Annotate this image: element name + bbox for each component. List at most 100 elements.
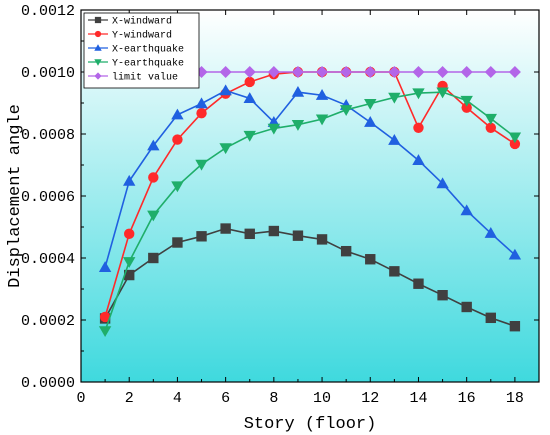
y-axis-title: Displacement angle (6, 104, 25, 288)
data-point-x-earthquake (436, 177, 449, 189)
data-point-limit-value (484, 66, 497, 78)
data-point-x-earthquake (171, 108, 184, 120)
data-point-limit-value (436, 66, 449, 78)
x-tick-label: 14 (409, 390, 427, 407)
y-tick-label: 0.0010 (21, 65, 75, 82)
data-point-y-earthquake (147, 210, 160, 222)
data-point-y-earthquake (315, 114, 329, 126)
legend-label-limit-value: limit value (112, 72, 178, 84)
y-tick-label: 0.0004 (21, 251, 75, 268)
legend-marker-y-windward (94, 30, 102, 38)
x-tick-label: 8 (269, 390, 278, 407)
legend-label-x-windward: X-windward (112, 16, 172, 28)
legend: X-windward Y-windward X-earthquake Y-earthq… (83, 12, 200, 89)
data-point-x-earthquake (315, 89, 329, 100)
data-point-limit-value (388, 66, 401, 78)
y-tick-label: 0.0012 (21, 3, 75, 20)
data-point-y-earthquake (243, 130, 256, 142)
data-point-y-windward (148, 172, 159, 183)
data-point-y-earthquake (484, 113, 497, 125)
data-point-x-earthquake (98, 261, 112, 272)
data-point-x-earthquake (147, 139, 160, 151)
data-point-y-earthquake (195, 159, 208, 171)
data-point-limit-value (291, 66, 304, 78)
data-point-y-earthquake (219, 143, 232, 155)
data-point-limit-value (219, 66, 232, 78)
data-point-y-windward (413, 122, 424, 133)
data-point-y-earthquake (171, 181, 184, 193)
data-point-limit-value (412, 66, 425, 78)
legend-label-y-windward: Y-windward (112, 30, 172, 42)
data-point-y-windward (485, 122, 496, 133)
data-point-y-earthquake (412, 88, 425, 100)
data-point-y-earthquake (98, 326, 112, 338)
data-point-y-windward (461, 102, 472, 113)
data-point-x-windward (509, 321, 521, 332)
x-tick-label: 6 (221, 390, 230, 407)
data-point-x-windward (292, 230, 304, 241)
data-point-y-windward (244, 76, 255, 88)
x-tick-label: 18 (506, 390, 524, 407)
data-point-x-windward (485, 312, 496, 324)
data-point-x-earthquake (243, 92, 256, 103)
data-point-y-windward (509, 138, 521, 150)
x-tick-label: 2 (125, 390, 134, 407)
x-tick-label: 0 (76, 390, 85, 407)
x-tick-label: 10 (313, 390, 331, 407)
y-tick-label: 0.0008 (21, 127, 75, 144)
data-point-x-windward (244, 228, 255, 240)
data-point-x-windward (124, 269, 135, 281)
series-y-earthquake (98, 87, 522, 338)
data-point-y-earthquake (508, 132, 522, 144)
data-point-x-earthquake (460, 204, 473, 216)
data-point-y-earthquake (364, 98, 377, 110)
legend-marker-y-earthquake (94, 59, 102, 66)
data-point-x-windward (316, 234, 328, 245)
data-point-y-windward (196, 108, 207, 119)
data-point-x-windward (413, 278, 424, 289)
data-point-y-windward (172, 134, 183, 145)
y-tick-label: 0.0000 (21, 375, 75, 392)
data-point-x-windward (268, 225, 280, 237)
data-point-x-windward (389, 266, 400, 277)
data-point-limit-value (316, 66, 329, 78)
x-tick-label: 16 (458, 390, 476, 407)
data-point-y-earthquake (436, 87, 449, 99)
data-point-y-windward (124, 228, 135, 240)
data-point-limit-value (364, 66, 377, 78)
data-point-x-earthquake (219, 84, 232, 96)
data-point-y-earthquake (460, 95, 473, 107)
data-point-limit-value (267, 66, 280, 78)
y-tick-label: 0.0002 (21, 313, 75, 330)
data-point-y-earthquake (267, 123, 281, 135)
data-point-x-earthquake (195, 97, 208, 109)
data-point-limit-value (243, 66, 256, 78)
series-line-y-earthquake (104, 91, 516, 332)
data-point-x-windward (220, 223, 231, 234)
data-point-x-windward (365, 254, 376, 265)
data-point-x-earthquake (123, 174, 136, 186)
data-point-y-earthquake (339, 105, 353, 117)
data-point-x-windward (461, 301, 472, 313)
data-point-x-earthquake (484, 227, 497, 238)
data-point-x-earthquake (412, 154, 425, 165)
data-point-x-earthquake (508, 248, 522, 260)
data-point-x-earthquake (388, 134, 401, 145)
data-point-x-earthquake (291, 85, 305, 97)
data-point-y-earthquake (388, 92, 401, 104)
data-point-limit-value (340, 66, 353, 78)
legend-label-y-earthquake: Y-earthquake (112, 58, 184, 70)
data-point-y-earthquake (123, 257, 136, 268)
axis-layer: 0 2 4 6 8 10 12 14 16 18 0.0000 0.0002 0.0004 0.0006 0… (21, 3, 540, 407)
x-tick-label: 12 (361, 390, 379, 407)
data-point-x-windward (437, 290, 448, 301)
x-axis-title: Story (floor) (244, 415, 377, 434)
data-point-x-windward (196, 231, 207, 242)
legend-marker-x-earthquake (94, 44, 102, 51)
data-point-x-windward (172, 237, 183, 248)
data-point-x-windward (148, 252, 159, 264)
data-point-limit-value (460, 66, 473, 78)
data-point-y-windward (99, 311, 111, 323)
